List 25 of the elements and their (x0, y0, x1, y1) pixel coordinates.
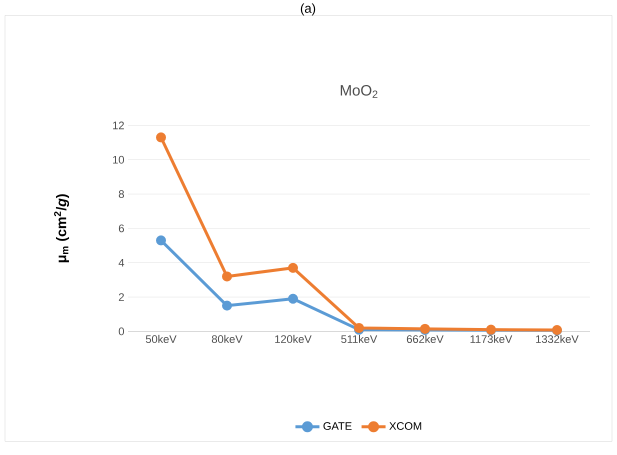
y-tick-label: 6 (118, 224, 124, 232)
legend-label: GATE (323, 422, 352, 430)
x-tick-label: 120keV (275, 334, 312, 343)
x-tick-label: 511keV (341, 334, 378, 343)
text: (a) (300, 3, 316, 16)
point (288, 294, 298, 304)
x-tick-label: 50keV (146, 334, 177, 343)
y-tick-label: 2 (118, 293, 124, 301)
x-tick-label: 80keV (212, 334, 243, 343)
y-tick-label: 10 (113, 156, 124, 164)
point (288, 262, 298, 273)
point (156, 235, 166, 246)
y-axis-title: μ$_{m}$ (cm$^{2}$/g) (54, 194, 70, 262)
y-tick-label: 0 (118, 327, 124, 336)
point (222, 271, 232, 282)
point (222, 300, 232, 310)
y-tick-label: 8 (118, 190, 124, 198)
y-tick-label: 12 (113, 121, 124, 130)
x-tick-label: 1332keV (536, 334, 579, 343)
point (156, 132, 166, 142)
x-tick-label: 662keV (406, 334, 444, 343)
x-tick-label: 1173keV (470, 334, 512, 343)
chart-title: MoO$_{2}$ (340, 84, 378, 98)
y-tick-label: 4 (118, 258, 124, 266)
legend-label: XCOM (389, 422, 422, 430)
